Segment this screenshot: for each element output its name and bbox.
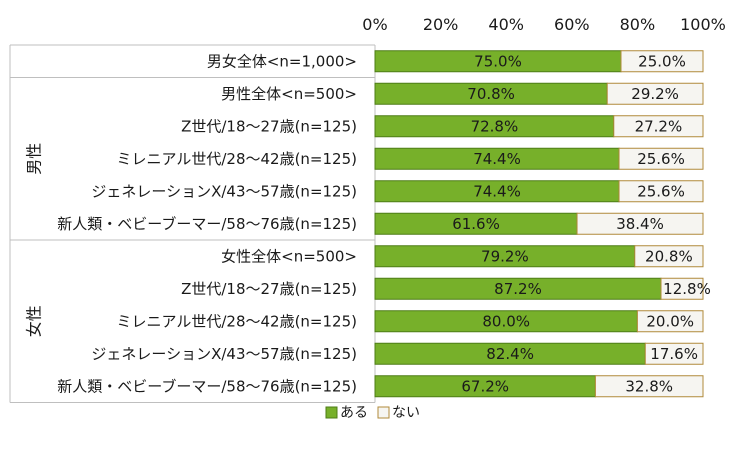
bar-nai bbox=[618, 180, 704, 203]
x-tick-label: 100% bbox=[680, 15, 726, 34]
bar-nai bbox=[644, 342, 704, 365]
legend-label: ある bbox=[340, 405, 368, 421]
data-label: 25.6% bbox=[637, 182, 685, 200]
x-tick-label: 80% bbox=[620, 15, 656, 34]
data-label: 80.0% bbox=[482, 312, 530, 330]
bar-nai bbox=[618, 147, 704, 170]
bar-nai bbox=[660, 277, 704, 300]
data-label: 67.2% bbox=[461, 377, 509, 395]
category-label: 女性全体<n=500> bbox=[221, 247, 357, 265]
data-label: 12.8% bbox=[663, 280, 711, 298]
data-label: 20.0% bbox=[646, 312, 694, 330]
data-label: 32.8% bbox=[625, 377, 673, 395]
data-label: 17.6% bbox=[650, 345, 698, 363]
category-label: ミレニアル世代/28～42歳(n=125) bbox=[117, 312, 358, 330]
x-tick-label: 0% bbox=[362, 15, 387, 34]
bar-nai bbox=[634, 245, 704, 268]
x-tick-label: 20% bbox=[423, 15, 459, 34]
data-label: 79.2% bbox=[481, 247, 529, 265]
legend: ある ない bbox=[325, 405, 420, 421]
legend-swatch-nai bbox=[377, 406, 390, 419]
data-label: 27.2% bbox=[635, 117, 683, 135]
bar-nai bbox=[636, 310, 704, 333]
legend-label: ない bbox=[392, 405, 420, 421]
category-label: ジェネレーションX/43～57歳(n=125) bbox=[91, 182, 357, 200]
category-label: 男女全体<n=1,000> bbox=[207, 52, 357, 70]
data-label: 75.0% bbox=[474, 52, 522, 70]
bar-nai bbox=[576, 212, 704, 235]
data-label: 74.4% bbox=[473, 182, 521, 200]
x-tick-label: 60% bbox=[554, 15, 590, 34]
data-label: 87.2% bbox=[494, 280, 542, 298]
x-tick-label: 40% bbox=[488, 15, 524, 34]
data-label: 61.6% bbox=[452, 215, 500, 233]
bar-nai bbox=[594, 375, 704, 398]
category-label: 男性全体<n=500> bbox=[221, 85, 357, 103]
category-label: ミレニアル世代/28～42歳(n=125) bbox=[117, 150, 358, 168]
data-label: 25.6% bbox=[637, 150, 685, 168]
category-label: Z世代/18～27歳(n=125) bbox=[181, 117, 357, 135]
data-label: 38.4% bbox=[616, 215, 664, 233]
data-label: 74.4% bbox=[473, 150, 521, 168]
bar-nai bbox=[606, 82, 704, 105]
category-label: 新人類・ベビーブーマー/58～76歳(n=125) bbox=[57, 377, 357, 395]
data-label: 70.8% bbox=[467, 85, 515, 103]
group-label: 男性 bbox=[25, 143, 44, 175]
data-label: 20.8% bbox=[645, 247, 693, 265]
category-label: 新人類・ベビーブーマー/58～76歳(n=125) bbox=[57, 215, 357, 233]
group-label: 女性 bbox=[25, 305, 44, 337]
data-label: 25.0% bbox=[638, 52, 686, 70]
bars: 75.0% 25.0% 70.8% 29.2% 72.8% 27.2% 74.4% 25.6%… bbox=[374, 50, 711, 398]
legend-swatch-aru bbox=[325, 406, 338, 419]
category-label: Z世代/18～27歳(n=125) bbox=[181, 280, 357, 298]
data-label: 72.8% bbox=[471, 117, 519, 135]
data-label: 82.4% bbox=[486, 345, 534, 363]
category-label: ジェネレーションX/43～57歳(n=125) bbox=[91, 345, 357, 363]
bar-nai bbox=[613, 115, 704, 138]
bar-nai bbox=[620, 50, 704, 73]
data-label: 29.2% bbox=[631, 85, 679, 103]
